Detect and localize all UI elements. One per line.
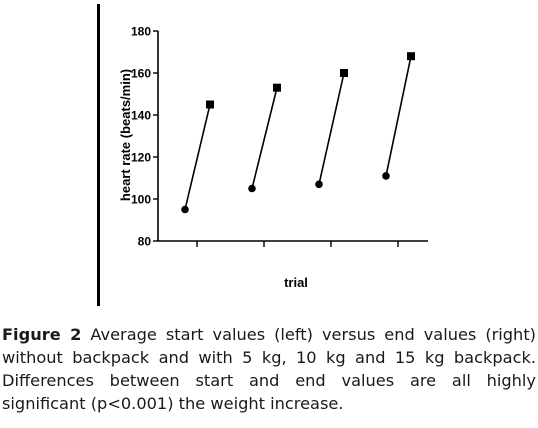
group-3-end-point [340, 69, 348, 77]
y-ticks: 80 100 120 140 160 180 [131, 25, 158, 249]
group-4-end-point [407, 52, 415, 61]
figure-caption: Figure 2 Average start values (left) ver… [2, 323, 536, 415]
group-1-start-point [181, 205, 189, 214]
caption-label: Figure 2 [2, 325, 82, 344]
chart-axes [157, 31, 428, 242]
group-2-line [251, 87, 278, 189]
caption-text: Average start values (left) versus end v… [2, 325, 536, 413]
group-2-end-point [273, 83, 281, 92]
group-3-line [318, 72, 345, 185]
group-1-end-point [206, 100, 214, 109]
group-4-start-point [382, 172, 390, 180]
chart-marks [181, 52, 415, 214]
y-tick-label-100: 100 [131, 193, 151, 207]
x-ticks [196, 241, 399, 247]
group-3-start-point [315, 180, 323, 189]
group-1-line [184, 104, 211, 210]
figure-divider-bar [97, 4, 100, 306]
y-axis-label: heart rate (beats/min) [118, 69, 133, 201]
y-tick-label-120: 120 [131, 151, 151, 165]
y-tick-label-180: 180 [131, 25, 151, 39]
y-tick-label-160: 160 [131, 67, 151, 81]
heart-rate-chart: 80 100 120 140 160 180 heart rate (beats/min)… [118, 25, 428, 290]
group-2-start-point [248, 184, 256, 193]
group-4-line [385, 56, 412, 177]
x-axis-label: trial [284, 275, 308, 290]
y-tick-label-80: 80 [138, 235, 152, 249]
y-tick-label-140: 140 [131, 109, 151, 123]
